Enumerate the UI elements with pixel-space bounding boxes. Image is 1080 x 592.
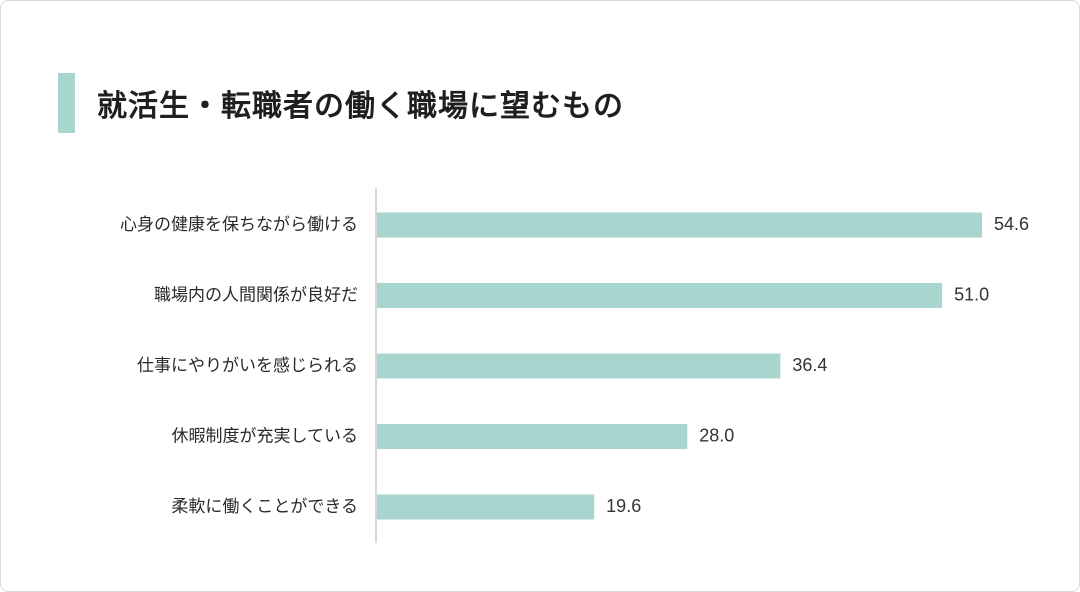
value-label: 36.4 <box>792 355 827 375</box>
category-label: 仕事にやりがいを感じられる <box>137 356 358 376</box>
category-label: 休暇制度が充実している <box>172 427 359 447</box>
bar <box>377 283 943 308</box>
value-label: 28.0 <box>699 425 734 445</box>
category-label: 職場内の人間関係が良好だ <box>154 286 358 306</box>
title-accent-bar <box>58 73 75 133</box>
bar <box>377 494 595 520</box>
bar <box>377 212 982 238</box>
category-label: 心身の健康を保ちながら働ける <box>120 215 358 235</box>
value-label: 19.6 <box>606 496 641 516</box>
category-label: 柔軟に働くことができる <box>171 497 358 517</box>
bar <box>377 424 688 449</box>
chart-title: 就活生・転職者の働く職場に望むもの <box>97 89 624 124</box>
value-label: 51.0 <box>954 284 989 304</box>
value-label: 54.6 <box>994 214 1029 234</box>
bar <box>377 353 781 379</box>
